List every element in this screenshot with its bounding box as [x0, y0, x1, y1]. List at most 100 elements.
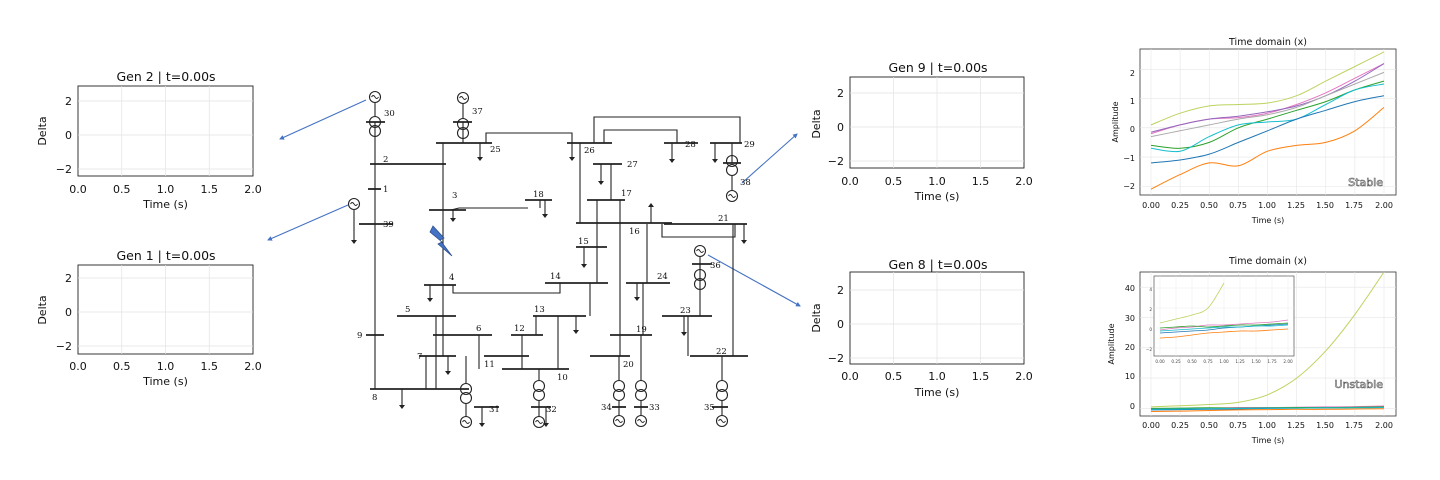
x-tick-label: 0.50 [1200, 421, 1218, 430]
x-tick-label: 2.00 [1375, 421, 1393, 430]
grid [850, 272, 1024, 364]
bus-label-18: 18 [533, 190, 544, 200]
inset-y-tick: 0 [1149, 327, 1152, 332]
y-axis-label: Delta [810, 109, 823, 138]
bus-label-20: 20 [623, 360, 634, 370]
x-tick-label: 0.25 [1171, 421, 1189, 430]
bus-label-26: 26 [584, 146, 595, 156]
x-tick-label: 0.00 [1142, 201, 1160, 210]
stable-tag: Stable [1348, 176, 1383, 189]
plot-title: Gen 8 | t=0.00s [888, 257, 987, 272]
bus-label-12: 12 [514, 324, 525, 334]
series-lines [1150, 51, 1385, 190]
x-tick-label: 0.0 [841, 175, 859, 188]
series-line-5 [1150, 407, 1385, 410]
inset-series-line-0 [1159, 282, 1225, 324]
bus-label-11: 11 [484, 360, 495, 370]
gen-label-30: 30 [384, 109, 395, 119]
bus-label-24: 24 [657, 272, 668, 282]
plot-title: Gen 9 | t=0.00s [888, 60, 987, 75]
inset-y-tick: −2 [1146, 347, 1153, 352]
x-axis-label: Time (s) [914, 190, 960, 203]
generator-39 [347, 197, 361, 211]
gen-label-34: 34 [601, 403, 612, 413]
bus-label-19: 19 [636, 325, 647, 335]
y-tick-label: 2 [1130, 69, 1135, 78]
y-axis-label: Amplitude [1111, 101, 1120, 142]
inset-x-tick: 0.75 [1203, 359, 1213, 364]
y-tick-label: −1 [1123, 154, 1135, 163]
load-arrows [353, 143, 745, 423]
inset-zoom-plot: 0.00 0.25 0.50 0.75 1.00 1.25 1.50 1.75 … [1146, 275, 1295, 364]
bus-label-16: 16 [629, 227, 640, 237]
bus-label-3: 3 [452, 191, 457, 201]
x-tick-label: 1.0 [928, 370, 946, 383]
x-tick-label: 0.5 [885, 175, 903, 188]
x-tick-label: 0.25 [1171, 201, 1189, 210]
y-tick-label: 0 [1130, 125, 1135, 134]
x-tick-label: 0.00 [1142, 421, 1160, 430]
inset-x-tick: 1.25 [1235, 359, 1245, 364]
plot-title: Time domain (x) [1228, 37, 1307, 48]
delta-plot-gen1: Gen 1 | t=0.00s 0.0 0.5 1.0 1.5 2.0 2 0 … [36, 248, 262, 388]
x-tick-label: 1.50 [1316, 201, 1334, 210]
y-tick-label: 30 [1125, 314, 1135, 323]
grid [78, 265, 253, 354]
series-line-7 [1150, 107, 1385, 190]
generator-sine-glyphs [350, 95, 736, 424]
x-tick-label: 0.0 [69, 360, 87, 373]
inset-series-line-5 [1159, 324, 1289, 332]
x-tick-label: 1.5 [972, 175, 990, 188]
load-arrowheads [351, 157, 747, 427]
bus-label-23: 23 [680, 306, 691, 316]
x-axis-label: Time (s) [1251, 436, 1285, 445]
bus-label-9: 9 [357, 331, 362, 341]
series-line-3 [1150, 71, 1385, 138]
x-axis-label: Time (s) [142, 375, 188, 388]
y-tick-label: 2 [65, 95, 72, 108]
series-line-0 [1150, 271, 1385, 408]
bus-label-17: 17 [621, 189, 632, 199]
x-tick-label: 1.0 [157, 183, 175, 196]
y-tick-label: 2 [837, 87, 844, 100]
arrow-gen38-to-gen9-plot [741, 133, 798, 184]
y-tick-label: −2 [828, 155, 844, 168]
y-tick-label: 1 [1130, 97, 1135, 106]
generator-36 [693, 244, 707, 291]
gen-label-35: 35 [704, 403, 715, 413]
generator-31 [459, 382, 473, 429]
series-line-6 [1150, 95, 1385, 164]
time-plot-stable: Time domain (x) 0.00 0.25 0.50 0.75 1.00… [1111, 37, 1397, 225]
x-tick-label: 1.75 [1345, 421, 1363, 430]
connector-arrows [267, 99, 801, 307]
y-tick-label: 0 [837, 121, 844, 134]
x-tick-label: 0.75 [1229, 201, 1247, 210]
series-line-2 [1150, 63, 1385, 133]
bus-label-13: 13 [534, 305, 545, 315]
inset-x-tick: 1.00 [1219, 359, 1229, 364]
delta-plot-gen9: Gen 9 | t=0.00s 0.0 0.5 1.0 1.5 2.0 2 0 … [810, 60, 1033, 203]
x-tick-label: 1.5 [201, 183, 219, 196]
x-tick-label: 1.0 [157, 360, 175, 373]
x-tick-label: 0.5 [113, 360, 131, 373]
y-tick-label: −2 [1123, 182, 1135, 191]
unstable-tag: Unstable [1334, 378, 1383, 391]
grid [850, 77, 1024, 168]
bus-label-4: 4 [449, 273, 454, 283]
bus-label-1: 1 [383, 185, 388, 195]
gen-label-31: 31 [489, 405, 500, 415]
y-tick-label: −2 [56, 340, 72, 353]
x-tick-label: 2.00 [1375, 201, 1393, 210]
bus-label-5: 5 [405, 305, 410, 315]
bus-label-28: 28 [685, 140, 696, 150]
y-tick-label: 40 [1125, 284, 1135, 293]
transmission-lines [359, 116, 741, 389]
y-axis-label: Delta [36, 116, 49, 145]
generator-38 [725, 154, 739, 203]
generator-35 [715, 379, 729, 428]
inset-x-tick: 1.50 [1251, 359, 1261, 364]
x-tick-label: 0.50 [1200, 201, 1218, 210]
generator-33 [634, 379, 648, 428]
arrow-gen39-to-gen1-plot [267, 204, 349, 241]
inset-series-line-3 [1159, 328, 1289, 339]
